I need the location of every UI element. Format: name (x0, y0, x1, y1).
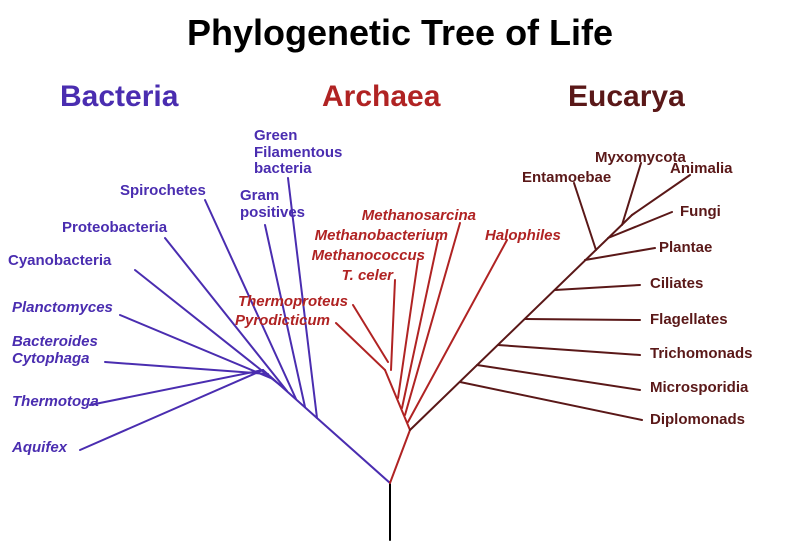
taxon-eucarya-2: Trichomonads (650, 346, 753, 363)
taxon-bacteria-4: Cyanobacteria (8, 253, 111, 270)
taxon-eucarya-6: Fungi (680, 204, 721, 221)
taxon-archaea-5: Methanosarcina (362, 208, 476, 225)
taxon-bacteria-2: BacteroidesCytophaga (12, 334, 98, 367)
taxon-bacteria-3: Planctomyces (12, 300, 113, 317)
taxon-bacteria-6: Spirochetes (120, 183, 206, 200)
tree-svg (0, 0, 800, 546)
taxon-bacteria-5: Proteobacteria (62, 220, 167, 237)
taxon-eucarya-9: Entamoebae (522, 170, 611, 187)
taxon-eucarya-4: Ciliates (650, 276, 703, 293)
taxon-bacteria-8: GreenFilamentousbacteria (254, 128, 342, 178)
taxon-bacteria-0: Aquifex (12, 440, 67, 457)
taxon-eucarya-1: Microsporidia (650, 380, 748, 397)
taxon-archaea-0: Pyrodicticum (235, 313, 330, 330)
taxon-archaea-4: Methanobacterium (315, 228, 448, 245)
taxon-eucarya-0: Diplomonads (650, 412, 745, 429)
taxon-archaea-1: Thermoproteus (238, 294, 348, 311)
taxon-bacteria-1: Thermotoga (12, 394, 99, 411)
taxon-archaea-2: T. celer (342, 268, 393, 285)
taxon-archaea-3: Methanococcus (312, 248, 425, 265)
taxon-eucarya-8: Myxomycota (595, 150, 686, 167)
taxon-bacteria-7: Grampositives (240, 188, 305, 221)
taxon-eucarya-3: Flagellates (650, 312, 728, 329)
taxon-archaea-6: Halophiles (485, 228, 561, 245)
taxon-eucarya-5: Plantae (659, 240, 712, 257)
